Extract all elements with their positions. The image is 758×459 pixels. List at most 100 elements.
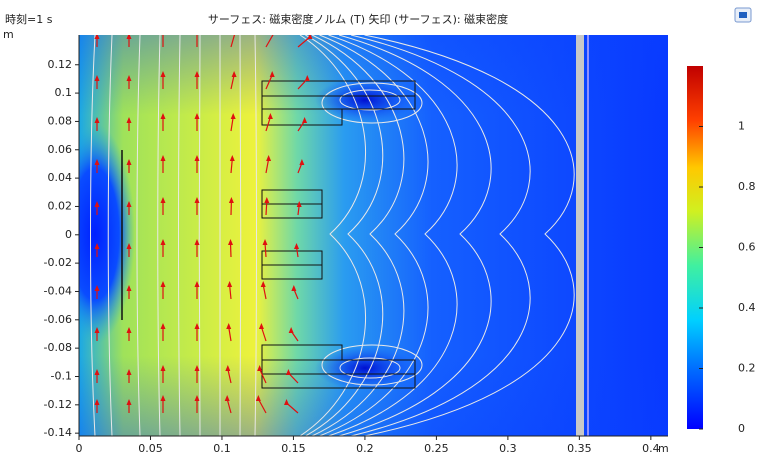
arrow-head <box>194 113 200 119</box>
x-tick-label: 0.4 <box>642 442 660 455</box>
x-tick-label: 0 <box>76 442 83 455</box>
arrow-head <box>194 71 200 77</box>
arrow-head <box>267 113 273 119</box>
arrow-shaft <box>227 368 232 384</box>
contour <box>364 35 575 436</box>
y-tick-label: 0.02 <box>48 199 73 212</box>
arrow-head <box>94 75 100 81</box>
arrow-shaft <box>257 398 267 414</box>
arrow-head <box>271 29 276 35</box>
arrow-head <box>126 201 132 207</box>
y-tick-label: 0 <box>65 228 72 241</box>
wall <box>576 35 584 436</box>
arrow-head <box>230 113 236 119</box>
contour <box>107 35 113 436</box>
arrow-head <box>126 159 132 165</box>
colorbar-tick-label: 1 <box>738 120 745 133</box>
arrow-head <box>226 323 232 329</box>
contour <box>319 35 429 436</box>
arrow-head <box>307 35 313 39</box>
arrow-shaft <box>228 326 232 342</box>
arrow-shaft <box>265 158 270 174</box>
arrow-shaft <box>226 398 232 414</box>
low-field-region <box>79 124 135 344</box>
arrow-head <box>227 281 233 287</box>
arrow-head <box>228 197 234 203</box>
arrow-head <box>160 155 166 161</box>
x-tick-label: 0.25 <box>424 442 449 455</box>
y-tick-label: -0.02 <box>44 256 72 269</box>
y-tick-label: -0.06 <box>44 313 72 326</box>
arrow-head <box>285 369 291 375</box>
contour <box>198 35 201 436</box>
contour <box>328 35 458 436</box>
field-arrows <box>94 29 313 414</box>
arrow-head <box>160 395 166 401</box>
toolbar-icon[interactable] <box>734 7 752 23</box>
contour <box>339 89 401 111</box>
arrow-head <box>194 395 200 401</box>
arrow-head <box>94 117 100 123</box>
contour <box>321 82 423 124</box>
arrow-head <box>195 29 200 35</box>
x-tick-label: 0.05 <box>138 442 163 455</box>
arrow-head <box>232 29 237 35</box>
arrow-head <box>194 323 200 329</box>
contour <box>178 35 181 436</box>
arrow-head <box>266 155 272 161</box>
arrow-shaft <box>230 74 235 90</box>
plot-area <box>79 29 668 436</box>
arrow-head <box>126 117 132 123</box>
arrow-shaft <box>262 284 267 300</box>
y-tick-label: -0.12 <box>44 398 72 411</box>
arrow-shaft <box>229 284 232 300</box>
colorbar-tick-label: 0.2 <box>738 362 756 375</box>
x-tick-label: 0.3 <box>499 442 517 455</box>
arrow-head <box>160 71 166 77</box>
arrow-head <box>94 35 100 39</box>
contour <box>136 35 141 436</box>
arrow-head <box>228 239 234 245</box>
arrow-head <box>126 75 132 81</box>
arrow-head <box>94 243 100 249</box>
arrow-head <box>225 365 231 371</box>
arrow-head <box>126 369 132 375</box>
arrow-head <box>262 239 268 245</box>
contour-lines <box>90 35 575 436</box>
colorbar <box>687 66 703 429</box>
x-tick-label: 0.1 <box>213 442 231 455</box>
arrow-head <box>291 285 297 291</box>
arrow-head <box>161 29 166 35</box>
y-tick-label: 0.12 <box>48 58 73 71</box>
arrow-head <box>94 327 100 333</box>
arrow-head <box>194 155 200 161</box>
arrow-head <box>94 285 100 291</box>
arrow-shaft <box>230 35 236 48</box>
contour <box>339 357 401 379</box>
contour <box>239 35 242 436</box>
arrow-head <box>269 71 275 77</box>
arrow-shaft <box>259 368 267 384</box>
arrow-head <box>257 365 263 371</box>
arrow-head <box>94 399 100 405</box>
arrow-head <box>194 239 200 245</box>
arrow-shaft <box>265 200 268 216</box>
arrow-head <box>194 197 200 203</box>
arrow-shaft <box>230 116 234 132</box>
time-label: 時刻=1 s <box>5 12 53 26</box>
arrow-head <box>126 35 132 39</box>
arrow-shaft <box>260 326 267 342</box>
arrow-head <box>194 365 200 371</box>
arrow-head <box>94 159 100 165</box>
contour <box>90 35 96 436</box>
arrow-head <box>302 117 308 123</box>
arrow-shaft <box>265 35 274 48</box>
arrow-head <box>160 239 166 245</box>
arrow-head <box>160 281 166 287</box>
contour <box>157 35 161 436</box>
coil-low-field <box>315 346 415 390</box>
contour <box>321 344 423 386</box>
y-tick-label: -0.1 <box>51 369 72 382</box>
y-axis-unit: m <box>3 28 14 41</box>
arrow-head <box>258 323 264 329</box>
